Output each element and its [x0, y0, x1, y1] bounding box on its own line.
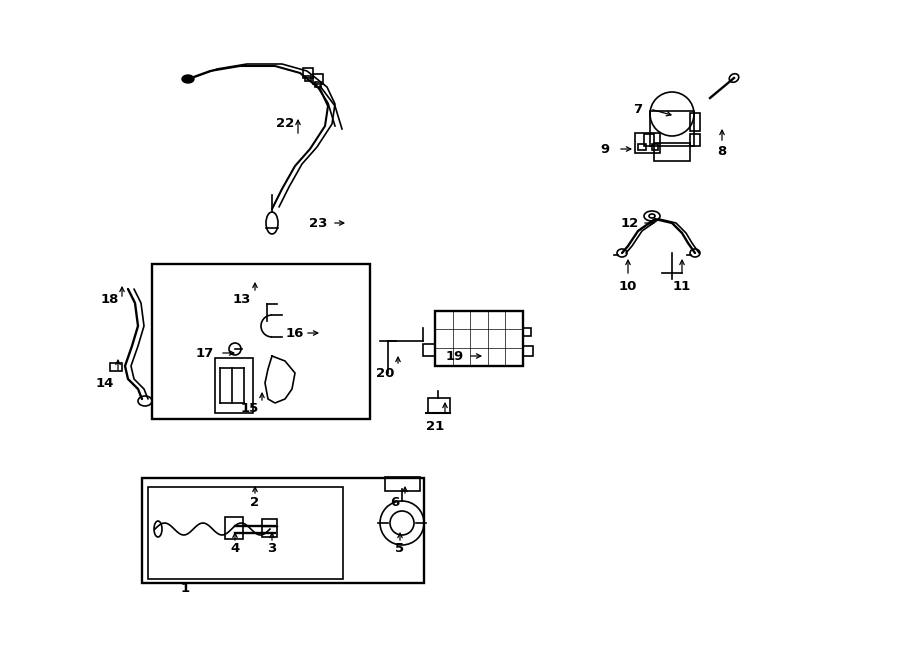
Bar: [523, 346, 533, 356]
Bar: [225, 517, 243, 539]
Bar: [303, 68, 313, 78]
Text: 2: 2: [250, 496, 259, 510]
Ellipse shape: [182, 75, 194, 83]
Bar: [654, 143, 690, 161]
Text: 16: 16: [286, 327, 304, 340]
Text: 11: 11: [673, 280, 691, 293]
Bar: [142, 478, 424, 583]
Text: 22: 22: [276, 116, 294, 130]
Bar: [148, 487, 343, 579]
Bar: [305, 76, 311, 81]
Bar: [690, 134, 700, 146]
Bar: [313, 74, 323, 84]
Bar: [644, 134, 654, 146]
Text: 23: 23: [309, 217, 328, 229]
Bar: [523, 328, 531, 336]
Text: 15: 15: [241, 403, 259, 416]
Text: 21: 21: [426, 420, 444, 432]
Bar: [152, 264, 370, 419]
Bar: [690, 113, 700, 131]
Text: 4: 4: [230, 543, 239, 555]
Text: 1: 1: [180, 582, 190, 596]
Text: 18: 18: [101, 293, 119, 305]
Text: 8: 8: [717, 145, 726, 157]
Bar: [262, 519, 277, 537]
Text: 7: 7: [634, 102, 643, 116]
Text: 14: 14: [95, 377, 114, 389]
Bar: [423, 344, 435, 356]
Bar: [652, 144, 658, 150]
Bar: [428, 398, 450, 413]
Bar: [215, 358, 253, 413]
Text: 13: 13: [233, 293, 251, 305]
Bar: [110, 363, 122, 371]
Text: 19: 19: [446, 350, 464, 362]
Bar: [638, 144, 646, 150]
Bar: [315, 82, 321, 87]
Text: 12: 12: [621, 217, 639, 229]
Bar: [635, 133, 660, 153]
Text: 10: 10: [619, 280, 637, 293]
Text: 9: 9: [600, 143, 609, 155]
Bar: [385, 477, 420, 491]
Text: 17: 17: [196, 346, 214, 360]
Bar: [435, 311, 523, 366]
Text: 5: 5: [395, 543, 405, 555]
Bar: [650, 111, 694, 146]
Text: 20: 20: [376, 366, 394, 379]
Text: 3: 3: [267, 543, 276, 555]
Text: 6: 6: [391, 496, 400, 510]
